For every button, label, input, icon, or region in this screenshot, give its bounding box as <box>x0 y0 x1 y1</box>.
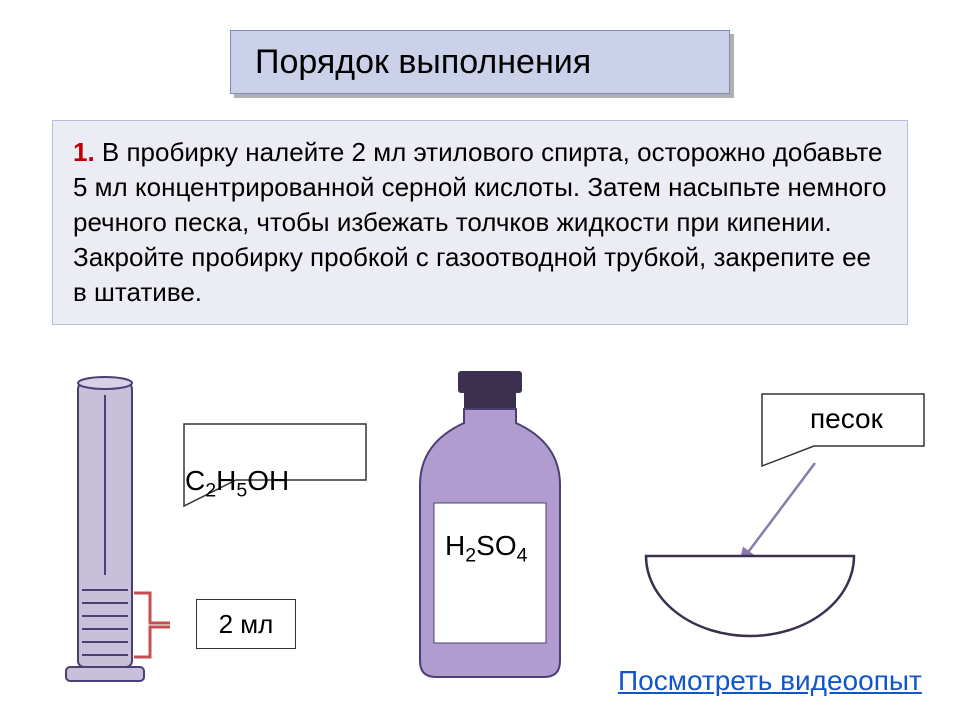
volume-bracket <box>132 591 192 661</box>
acid-bottle <box>380 365 600 685</box>
diagram-stage: C2H5OH 2 мл H2SO4 песок Посмотреть ви <box>0 365 960 720</box>
step-text: В пробирку налейте 2 мл этилового спирта… <box>73 137 886 307</box>
sand-label: песок <box>810 403 883 435</box>
volume-callout: 2 мл <box>196 599 296 649</box>
acid-label: H2SO4 <box>445 530 528 568</box>
video-link[interactable]: Посмотреть видеоопыт <box>618 665 922 697</box>
step-number: 1. <box>73 137 95 167</box>
volume-label: 2 мл <box>219 609 274 640</box>
instruction-box: 1. В пробирку налейте 2 мл этилового спи… <box>52 120 908 325</box>
title-box: Порядок выполнения <box>230 30 730 94</box>
ethanol-label: C2H5OH <box>185 465 289 503</box>
title-text: Порядок выполнения <box>255 43 591 82</box>
sand-dish <box>640 550 860 670</box>
video-link-text: Посмотреть видеоопыт <box>618 665 922 696</box>
